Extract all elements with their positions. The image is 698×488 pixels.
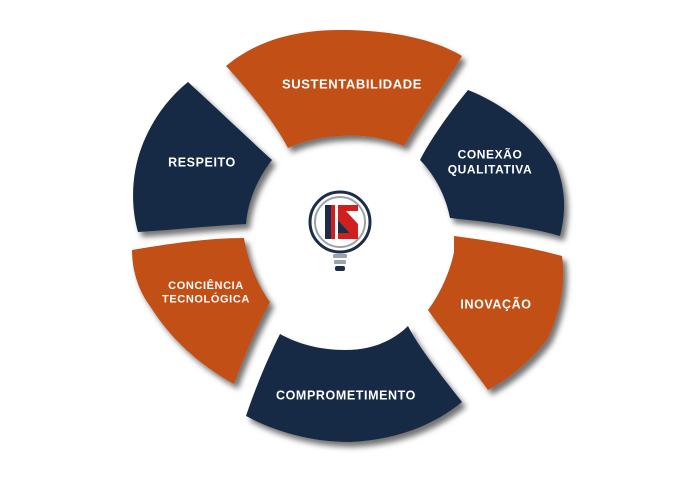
logo-s-shape [338,205,358,239]
segment-label-line: INOVAÇÃO [460,296,531,311]
segment-label-line: QUALITATIVA [448,163,533,177]
segment-shape [246,326,462,442]
logo-bar-navy [325,205,332,239]
segment-label: CONCIÊNCIA TECNOLÓGICA [162,279,250,306]
segment-shape [428,236,564,390]
lightbulb-logo-icon [308,190,372,271]
segment-respeito: RESPEITO [133,82,272,232]
segment-inovacao: INOVAÇÃO [428,236,564,390]
segment-label-line: COMPROMETIMENTO [276,388,416,402]
logo-bar-red [331,205,335,239]
segment-shape [226,30,462,148]
segment-label: COMPROMETIMENTO [276,388,416,402]
segment-label-line: SUSTENTABILIDADE [282,77,422,92]
segment-conexao-qualitativa: CONEXÃO QUALITATIVA [420,90,565,236]
segment-sustentabilidade: SUSTENTABILIDADE [226,30,462,148]
segment-label: CONEXÃO QUALITATIVA [448,147,533,177]
segment-label: RESPEITO [168,155,236,169]
segment-shape [420,90,565,236]
segment-label: SUSTENTABILIDADE [282,77,422,92]
segment-label-line: TECNOLÓGICA [162,293,250,306]
segment-shape [132,238,270,384]
logo-bulb-base-bottom [335,266,345,271]
segment-label: INOVAÇÃO [460,296,531,311]
logo-bulb-base-top [333,254,347,258]
segment-conciencia-tecnologica: CONCIÊNCIA TECNOLÓGICA [132,238,270,384]
segment-label-line: CONEXÃO [458,147,523,162]
logo-bulb-base-mid [334,260,346,264]
segment-comprometimento: COMPROMETIMENTO [246,326,462,442]
logo-s-shadow [338,220,350,233]
segment-label-line: CONCIÊNCIA [168,279,244,292]
segment-label-line: RESPEITO [168,155,236,169]
segment-shape [133,82,272,232]
